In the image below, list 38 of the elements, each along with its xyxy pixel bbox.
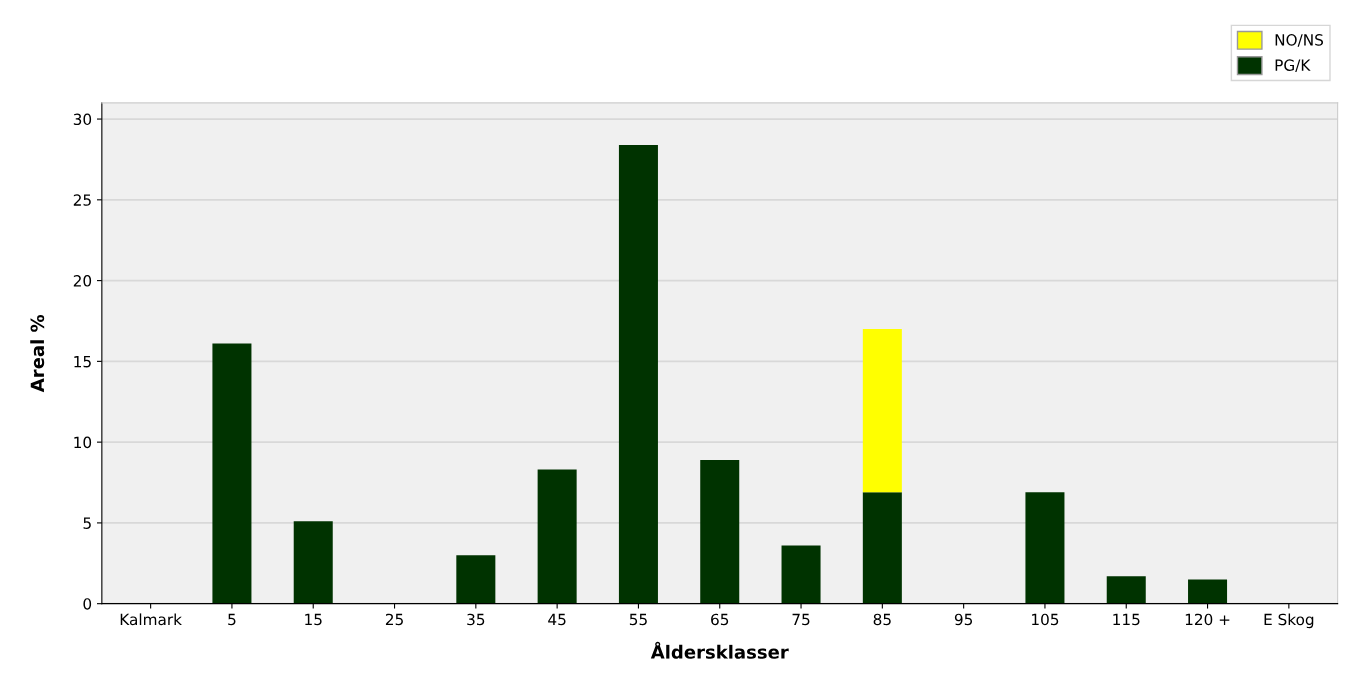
x-tick-label: 35 (467, 613, 485, 626)
x-tick-label: 65 (711, 613, 729, 626)
bar (862, 329, 902, 493)
y-tick-label: 15 (74, 356, 91, 368)
bar (781, 545, 821, 604)
y-tick-label: 25 (73, 194, 91, 206)
y-tick-label: 0 (83, 598, 92, 610)
x-tick-label: E Skog (1264, 613, 1314, 629)
legend-label: NO/NS (1275, 34, 1324, 47)
x-tick-label: 105 (1032, 613, 1059, 626)
x-axis-title: Åldersklasser (650, 641, 789, 659)
x-tick-label: 45 (548, 613, 566, 626)
y-tick-label: 20 (73, 275, 92, 287)
bar (700, 459, 740, 604)
bar (1188, 579, 1228, 604)
y-tick-label: 30 (73, 113, 92, 126)
bar (1025, 492, 1065, 604)
y-axis-title: Areal % (30, 314, 45, 393)
legend-label: PG/K (1275, 59, 1311, 73)
bar (618, 144, 658, 604)
x-tick-label: 85 (873, 613, 891, 626)
x-tick-label: 25 (385, 613, 403, 626)
y-tick-label: 10 (74, 436, 92, 449)
x-tick-label: Kalmark (120, 613, 182, 626)
x-tick-label: 95 (954, 613, 973, 626)
bar (293, 521, 333, 604)
x-tick-label: 5 (228, 613, 236, 626)
bar (862, 492, 902, 604)
y-tick-label: 5 (83, 517, 91, 529)
bar (456, 555, 496, 604)
bar (212, 343, 252, 604)
bar (1106, 576, 1146, 604)
x-tick-label: 120 + (1185, 613, 1230, 626)
x-tick-label: 75 (792, 613, 810, 626)
bar (537, 469, 577, 604)
x-tick-label: 15 (305, 613, 322, 626)
x-tick-label: 115 (1113, 613, 1140, 626)
x-tick-label: 55 (629, 613, 647, 626)
